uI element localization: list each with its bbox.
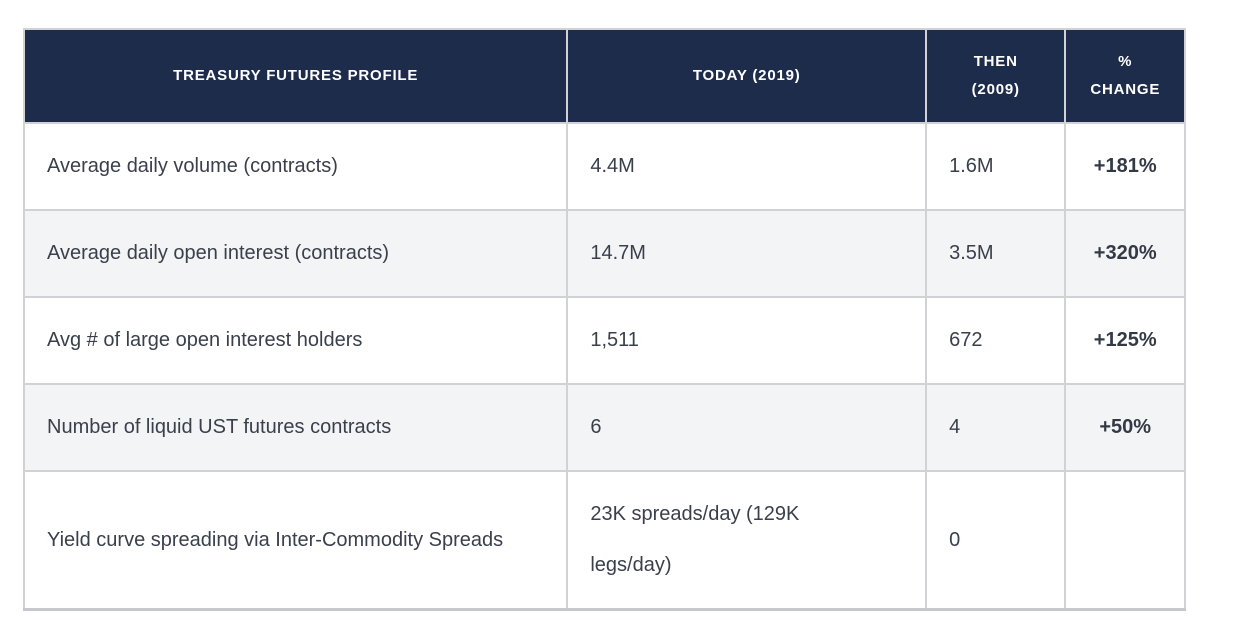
header-cell-metric: TREASURY FUTURES PROFILE [22,28,569,124]
change-cell: +181% [1064,122,1186,211]
header-row: TREASURY FUTURES PROFILE TODAY (2019) TH… [22,28,1186,124]
today-cell: 14.7M [566,209,928,298]
then-cell: 4 [925,383,1067,472]
metric-cell: Yield curve spreading via Inter-Commodit… [22,470,569,611]
metric-cell: Avg # of large open interest holders [22,296,569,385]
change-cell: +125% [1064,296,1186,385]
change-cell: +50% [1064,383,1186,472]
then-cell: 672 [925,296,1067,385]
today-cell: 23K spreads/day (129K legs/day) [566,470,928,611]
today-cell: 6 [566,383,928,472]
table-row: Number of liquid UST futures contracts 6 4… [22,383,1186,472]
table-row: Average daily open interest (contracts) 1… [22,209,1186,298]
table-header: TREASURY FUTURES PROFILE TODAY (2019) TH… [22,28,1186,124]
header-cell-change: % CHANGE [1064,28,1186,124]
table-body: Average daily volume (contracts) 4.4M 1.6M… [22,122,1186,611]
metric-cell: Average daily volume (contracts) [22,122,569,211]
then-cell: 3.5M [925,209,1067,298]
change-cell: +320% [1064,209,1186,298]
today-cell: 1,511 [566,296,928,385]
metric-cell: Number of liquid UST futures contracts [22,383,569,472]
change-cell [1064,470,1186,611]
table-row: Yield curve spreading via Inter-Commodit… [22,470,1186,611]
table-row: Avg # of large open interest holders 1,51… [22,296,1186,385]
treasury-futures-table-container: TREASURY FUTURES PROFILE TODAY (2019) TH… [22,28,1186,611]
header-cell-today: TODAY (2019) [566,28,928,124]
then-cell: 1.6M [925,122,1067,211]
today-cell: 4.4M [566,122,928,211]
table-row: Average daily volume (contracts) 4.4M 1.6M… [22,122,1186,211]
header-cell-then: THEN (2009) [925,28,1067,124]
treasury-futures-table: TREASURY FUTURES PROFILE TODAY (2019) TH… [22,28,1186,611]
then-cell: 0 [925,470,1067,611]
metric-cell: Average daily open interest (contracts) [22,209,569,298]
